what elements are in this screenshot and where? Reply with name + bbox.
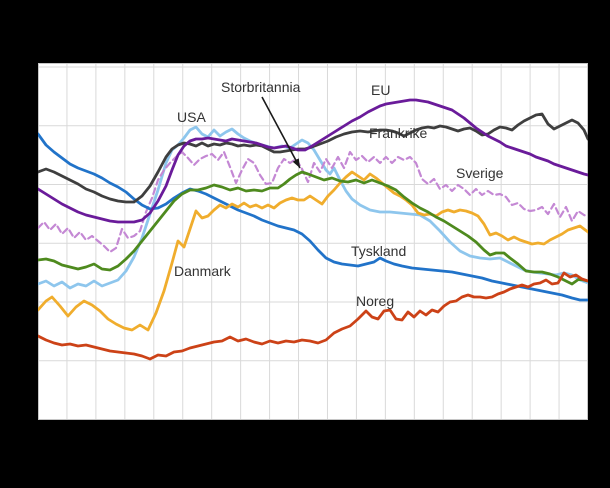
series-label-usa: USA <box>177 109 206 125</box>
series-line-danmark <box>38 170 588 332</box>
series-label-frankrike: Frankrike <box>369 125 428 141</box>
series-line-eu <box>38 98 588 224</box>
series-label-storbritannia: Storbritannia <box>221 79 301 95</box>
series-label-tyskland: Tyskland <box>351 243 407 259</box>
series-label-sverige: Sverige <box>456 165 504 181</box>
line-chart-svg <box>38 63 588 420</box>
series-line-frankrike <box>38 112 588 204</box>
annotation-arrowhead <box>292 158 300 168</box>
plot-area <box>38 63 588 420</box>
series-label-noreg: Noreg <box>356 293 395 309</box>
plot-border <box>38 63 588 420</box>
series-line-tyskland <box>38 132 588 302</box>
series-line-storbritannia <box>38 170 588 286</box>
series-line-noreg <box>38 271 588 361</box>
series-line-usa <box>38 125 588 290</box>
series-label-danmark: Danmark <box>174 263 231 279</box>
annotation-arrow-line <box>261 96 301 169</box>
series-label-eu: EU <box>371 82 391 98</box>
series-line-sverige <box>38 150 588 254</box>
